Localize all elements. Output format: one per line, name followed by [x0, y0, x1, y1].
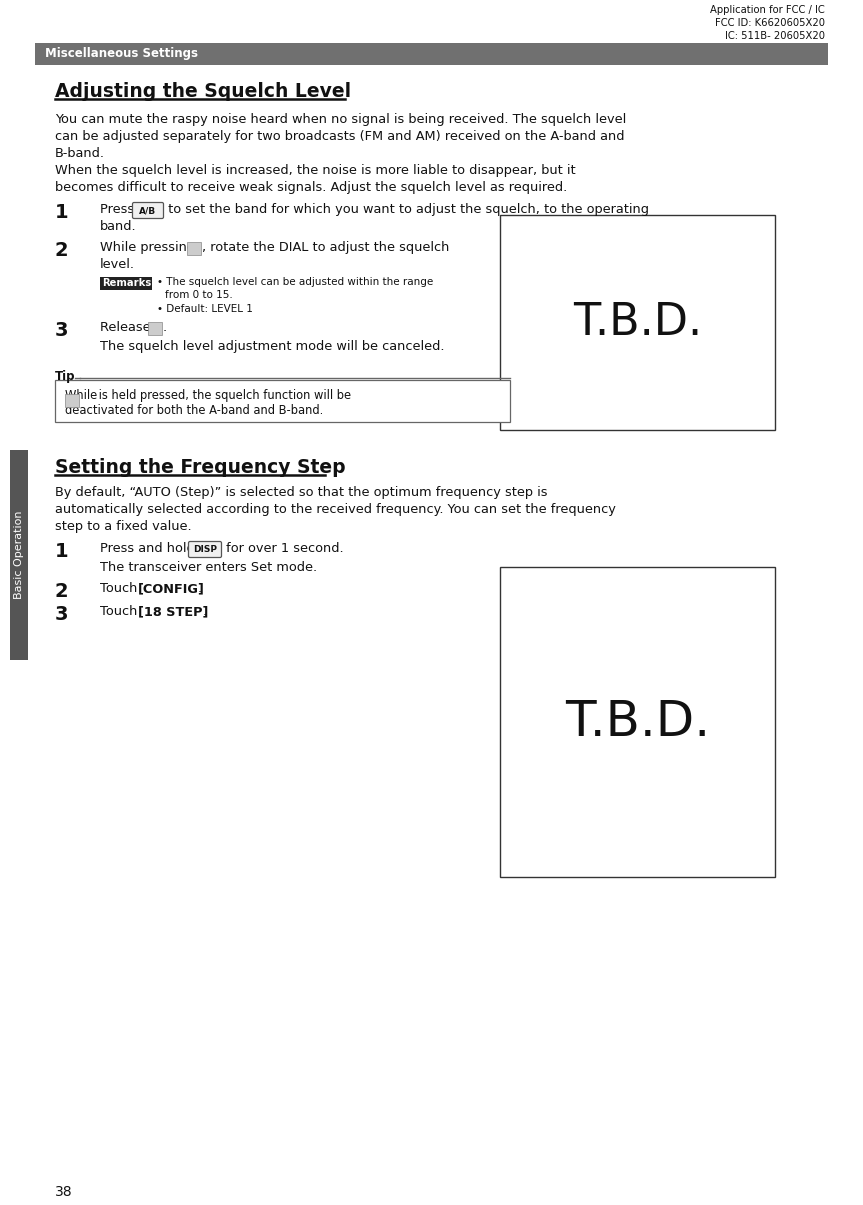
Bar	[65, 394, 79, 407]
Text: DISP: DISP	[193, 545, 217, 554]
Text: By default, “AUTO (Step)” is selected so that the optimum frequency step is: By default, “AUTO (Step)” is selected so…	[55, 486, 547, 499]
Text: Remarks: Remarks	[102, 278, 151, 288]
Text: .: .	[203, 605, 207, 618]
Text: 1: 1	[55, 202, 69, 222]
Text: band.: band.	[100, 221, 136, 233]
Text: The squelch level adjustment mode will be canceled.: The squelch level adjustment mode will b…	[100, 340, 444, 353]
Text: A/B: A/B	[140, 206, 156, 214]
Text: can be adjusted separately for two broadcasts (FM and AM) received on the A-band: can be adjusted separately for two broad…	[55, 130, 625, 143]
Text: becomes difficult to receive weak signals. Adjust the squelch level as required.: becomes difficult to receive weak signal…	[55, 181, 567, 194]
Text: B-band.: B-band.	[55, 147, 105, 160]
Text: Adjusting the Squelch Level: Adjusting the Squelch Level	[55, 82, 351, 101]
Text: 38: 38	[55, 1185, 72, 1199]
Text: 1: 1	[55, 542, 69, 562]
Text: While: While	[65, 389, 101, 402]
Text: for over 1 second.: for over 1 second.	[222, 542, 343, 556]
Text: T.B.D.: T.B.D.	[565, 698, 710, 746]
Text: , rotate the DIAL to adjust the squelch: , rotate the DIAL to adjust the squelch	[202, 241, 450, 254]
Text: [CONFIG]: [CONFIG]	[138, 582, 205, 595]
Bar	[500, 214, 775, 430]
Text: Touch: Touch	[100, 582, 142, 595]
Text: While pressing: While pressing	[100, 241, 199, 254]
Text: IC: 511B- 20605X20: IC: 511B- 20605X20	[725, 31, 825, 41]
Text: Press and hold: Press and hold	[100, 542, 198, 556]
Text: Touch: Touch	[100, 605, 142, 618]
Text: automatically selected according to the received frequency. You can set the freq: automatically selected according to the …	[55, 502, 616, 516]
Bar	[148, 322, 162, 335]
Bar	[55, 380, 510, 422]
Text: When the squelch level is increased, the noise is more liable to disappear, but : When the squelch level is increased, the…	[55, 164, 576, 177]
Text: FCC ID: K6620605X20: FCC ID: K6620605X20	[715, 18, 825, 28]
Text: You can mute the raspy noise heard when no signal is being received. The squelch: You can mute the raspy noise heard when …	[55, 113, 627, 127]
Text: • The squelch level can be adjusted within the range: • The squelch level can be adjusted with…	[157, 277, 433, 287]
Text: 2: 2	[55, 582, 69, 601]
Text: step to a fixed value.: step to a fixed value.	[55, 521, 192, 533]
Text: 2: 2	[55, 241, 69, 260]
Text: Basic Operation: Basic Operation	[14, 511, 24, 599]
Text: Application for FCC / IC: Application for FCC / IC	[710, 5, 825, 14]
Text: Miscellaneous Settings: Miscellaneous Settings	[45, 47, 198, 60]
Text: • Default: LEVEL 1: • Default: LEVEL 1	[157, 304, 253, 315]
Text: 3: 3	[55, 321, 68, 340]
Text: Press: Press	[100, 202, 138, 216]
Text: Setting the Frequency Step: Setting the Frequency Step	[55, 458, 345, 477]
FancyBboxPatch shape	[188, 541, 222, 558]
Text: 3: 3	[55, 605, 68, 624]
Bar	[187, 242, 201, 255]
Text: [18 STEP]: [18 STEP]	[138, 605, 208, 618]
Bar	[100, 277, 152, 290]
Text: is held pressed, the squelch function will be: is held pressed, the squelch function wi…	[95, 389, 351, 402]
Text: from 0 to 15.: from 0 to 15.	[165, 290, 233, 300]
Bar	[10, 449, 28, 660]
Text: Tip: Tip	[55, 370, 75, 383]
Text: The transceiver enters Set mode.: The transceiver enters Set mode.	[100, 562, 317, 574]
Text: to set the band for which you want to adjust the squelch, to the operating: to set the band for which you want to ad…	[164, 202, 649, 216]
Bar	[500, 568, 775, 877]
Text: T.B.D.: T.B.D.	[573, 301, 702, 343]
Text: level.: level.	[100, 258, 135, 271]
Text: .: .	[163, 321, 167, 334]
Text: Release: Release	[100, 321, 154, 334]
Text: .: .	[198, 582, 202, 595]
Bar	[35, 43, 828, 65]
Text: deactivated for both the A-band and B-band.: deactivated for both the A-band and B-ba…	[65, 404, 324, 417]
FancyBboxPatch shape	[133, 202, 163, 218]
